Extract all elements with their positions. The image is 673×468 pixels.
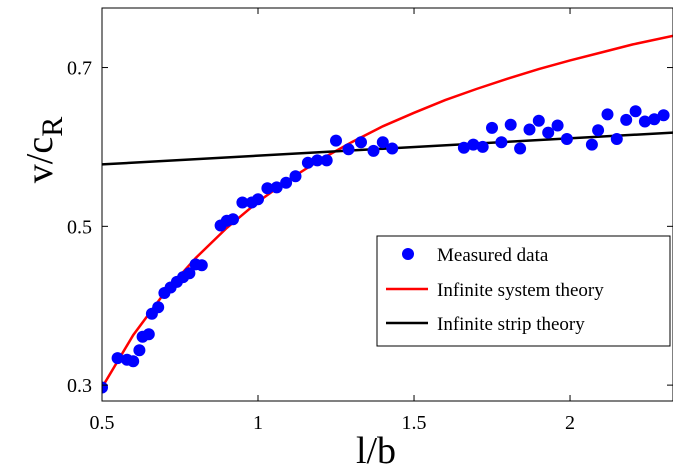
data-point [330,135,342,147]
data-point [602,108,614,120]
data-point [196,259,208,271]
x-tick-label: 0.5 [90,412,115,434]
y-axis-label-main: v/c [19,137,61,183]
data-point [514,143,526,155]
data-point [592,124,604,136]
data-point [524,124,536,136]
data-point [505,119,517,131]
y-tick-label: 0.3 [67,375,92,397]
y-tick-label: 0.5 [67,216,92,238]
data-point [552,120,564,132]
data-point [143,328,155,340]
x-tick-label: 1 [253,412,263,434]
data-point [355,136,367,148]
data-point [127,355,139,367]
data-point [658,109,670,121]
legend: Measured data Infinite system theory Inf… [377,236,670,346]
data-point [252,193,264,205]
data-point [386,143,398,155]
data-point [227,213,239,225]
data-point [290,170,302,182]
data-point [533,115,545,127]
data-point [586,139,598,151]
legend-label-measured-data: Measured data [437,245,549,266]
data-point [486,122,498,134]
x-tick-label: 2 [565,412,575,434]
data-point [343,143,355,155]
data-point [620,114,632,126]
x-tick-label: 1.5 [402,412,427,434]
data-point [133,344,145,356]
data-point [368,145,380,157]
legend-label-infinite-strip-theory: Infinite strip theory [437,314,585,335]
data-point [321,154,333,166]
legend-marker-measured-data [402,248,414,260]
data-point [630,105,642,117]
data-point [611,133,623,145]
data-point [561,133,573,145]
legend-label-infinite-system-theory: Infinite system theory [437,280,604,301]
data-point [152,301,164,313]
x-axis-label: l/b [356,430,396,468]
data-point [477,141,489,153]
y-tick-label: 0.7 [67,58,92,80]
y-axis-label-subscript: R [36,117,69,137]
data-point [495,136,507,148]
